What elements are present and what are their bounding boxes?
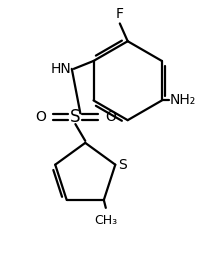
Text: S: S <box>118 158 127 172</box>
Text: O: O <box>35 110 46 124</box>
Text: F: F <box>116 7 124 21</box>
Text: O: O <box>105 110 116 124</box>
Text: CH₃: CH₃ <box>94 214 117 227</box>
Text: HN: HN <box>51 62 72 76</box>
Text: NH₂: NH₂ <box>170 94 196 107</box>
Text: S: S <box>70 108 81 126</box>
